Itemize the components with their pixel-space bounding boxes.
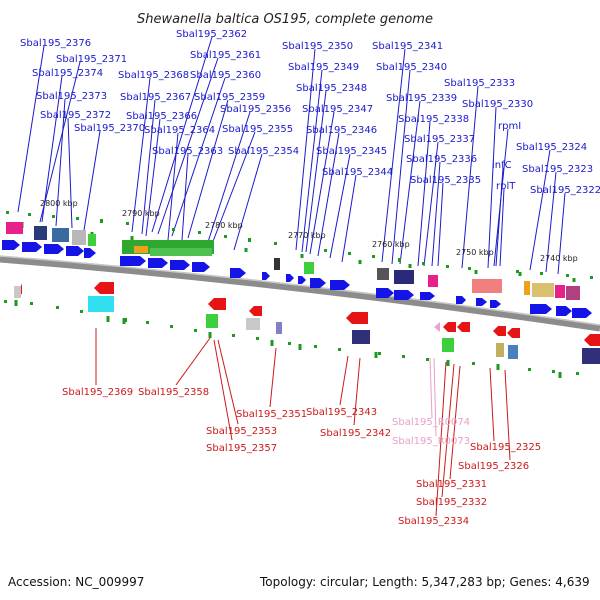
gene-label: Sbal195_2372: [40, 110, 111, 121]
gene-label: Sbal195_R0073: [392, 436, 470, 447]
upper-feature-boxes: [6, 222, 580, 300]
gene-label: Sbal195_2366: [126, 111, 197, 122]
gene-label: Sbal195_2339: [386, 93, 457, 104]
gene-label: Sbal195_2348: [296, 83, 367, 94]
top-leader-lines: [17, 36, 566, 275]
gene-label: Sbal195_2342: [320, 428, 391, 439]
gene-label: rpmI: [498, 121, 521, 132]
tick-label: 2780 kbp: [205, 221, 243, 230]
rna-gene-labels: Sbal195_R0074 Sbal195_R0073: [392, 417, 470, 447]
gene-label: Sbal195_2325: [470, 442, 541, 453]
reverse-strand-genes: [16, 282, 600, 346]
gene-label: Sbal195_2349: [288, 62, 359, 73]
map-title: Shewanella baltica OS195, complete genom…: [137, 12, 433, 27]
backbone-highlight: [0, 255, 600, 326]
gene-label: Sbal195_2343: [306, 407, 377, 418]
gene-label: Sbal195_2367: [120, 92, 191, 103]
gene-label: Sbal195_2368: [118, 70, 189, 81]
rna-leader-lines: [429, 357, 437, 437]
scale-dots: [4, 211, 593, 375]
gene-label: Sbal195_2371: [56, 54, 127, 65]
tick-label: 2790 kbp: [122, 209, 160, 218]
genome-summary: Topology: circular; Length: 5,347,283 bp…: [259, 575, 590, 589]
gene-label: Sbal195_2376: [20, 38, 91, 49]
rna-gene: [434, 322, 440, 332]
gene-label: Sbal195_2330: [462, 99, 533, 110]
gene-label: Sbal195_2332: [416, 497, 487, 508]
gene-label: Sbal195_2334: [398, 516, 469, 527]
gene-label: Sbal195_2333: [444, 78, 515, 89]
forward-strand-genes: [2, 240, 592, 318]
gene-label: Sbal195_2369: [62, 387, 133, 398]
gene-label: Sbal195_2355: [222, 124, 293, 135]
gene-label: Sbal195_2356: [220, 104, 291, 115]
gene-label: Sbal195_2360: [190, 70, 261, 81]
gene-label: infC: [492, 160, 512, 171]
gene-label: Sbal195_2326: [458, 461, 529, 472]
gene-label: Sbal195_2336: [406, 154, 477, 165]
gene-label: Sbal195_2331: [416, 479, 487, 490]
tick-label: 2750 kbp: [456, 248, 494, 257]
top-gene-labels: Sbal195_2376 Sbal195_2371 Sbal195_2374 S…: [20, 29, 600, 196]
gene-label: Sbal195_2341: [372, 41, 443, 52]
genome-backbone: [0, 255, 600, 332]
lower-feature-boxes: [14, 286, 600, 364]
gene-label: Sbal195_2345: [316, 146, 387, 157]
gene-label: Sbal195_2364: [144, 125, 215, 136]
gene-label: Sbal195_2361: [190, 50, 261, 61]
gene-label: Sbal195_2351: [236, 409, 307, 420]
gene-label: Sbal195_2359: [194, 92, 265, 103]
tick-label: 2800 kbp: [40, 199, 78, 208]
gene-label: Sbal195_2346: [306, 125, 377, 136]
gene-label: Sbal195_2340: [376, 62, 447, 73]
bottom-leader-lines: [95, 328, 511, 517]
gene-label: Sbal195_2370: [74, 123, 145, 134]
gene-label: Sbal195_2337: [404, 134, 475, 145]
gene-label: Sbal195_2344: [322, 167, 393, 178]
gene-label: Sbal195_2353: [206, 426, 277, 437]
gene-label: Sbal195_R0074: [392, 417, 470, 428]
gene-label: Sbal195_2358: [138, 387, 209, 398]
gene-label: Sbal195_2322: [530, 185, 600, 196]
gene-label: Sbal195_2323: [522, 164, 593, 175]
gene-label: Sbal195_2363: [152, 146, 223, 157]
gene-label: Sbal195_2350: [282, 41, 353, 52]
gene-label: Sbal195_2347: [302, 104, 373, 115]
gene-label: Sbal195_2362: [176, 29, 247, 40]
gene-label: Sbal195_2373: [36, 91, 107, 102]
bottom-gene-labels: Sbal195_2369 Sbal195_2358 Sbal195_2357 S…: [62, 387, 541, 527]
gene-label: rplT: [496, 181, 516, 192]
gene-label: Sbal195_2354: [228, 146, 299, 157]
scale-labels: 2800 kbp 2790 kbp 2780 kbp 2770 kbp 2760…: [40, 199, 578, 263]
gene-label: Sbal195_2374: [32, 68, 103, 79]
tick-label: 2760 kbp: [372, 240, 410, 249]
gene-label: Sbal195_2335: [410, 175, 481, 186]
gene-label: Sbal195_2338: [398, 114, 469, 125]
tick-label: 2740 kbp: [540, 254, 578, 263]
gene-label: Sbal195_2324: [516, 142, 587, 153]
gene-label: Sbal195_2357: [206, 443, 277, 454]
accession: Accession: NC_009997: [8, 575, 144, 589]
tick-label: 2770 kbp: [288, 231, 326, 240]
